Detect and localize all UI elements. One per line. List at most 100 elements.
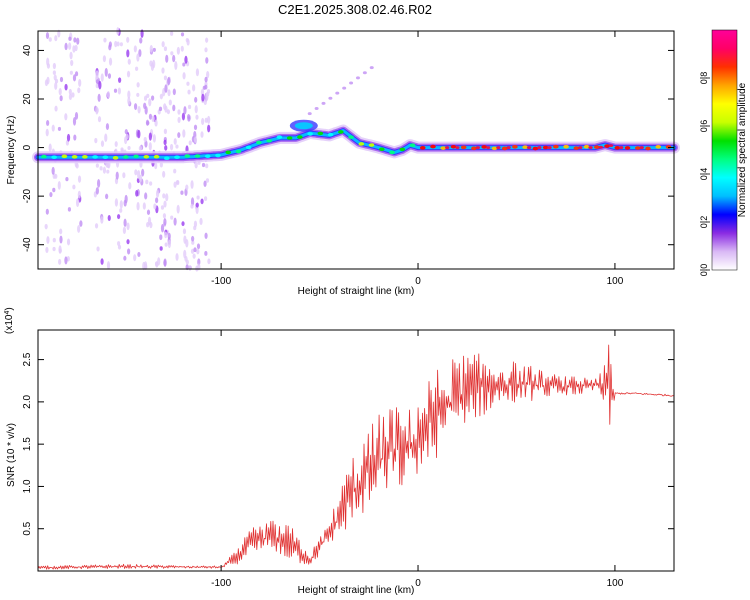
spectrogram-blob [409, 143, 416, 147]
spectrogram-blob [460, 145, 467, 150]
spectrogram-speck [72, 74, 77, 82]
spectrogram-speck [193, 220, 198, 228]
spectrogram-speck [68, 42, 72, 50]
spectrogram-xlabel: Height of straight line (km) [298, 286, 415, 297]
spectrogram-blob [389, 150, 395, 155]
spectrogram-speck [99, 166, 103, 171]
spectrogram-speck [119, 200, 123, 209]
spectrogram-speck [54, 82, 58, 90]
spectrogram-speck [145, 119, 150, 126]
spectrogram-hot-blob [547, 146, 552, 149]
spectrogram-ytick-label: -40 [22, 237, 33, 252]
spectrogram-streak-dot [307, 112, 312, 116]
spectrogram-ylabel: Frequency (Hz) [6, 116, 17, 185]
spectrogram-speck [48, 37, 52, 42]
spectrogram-speck [48, 143, 52, 152]
spectrogram-blob [41, 154, 47, 159]
spectrogram-speck [59, 76, 64, 83]
spectrogram-speck [151, 95, 155, 101]
spectrogram-speck [136, 82, 140, 88]
spectrogram-speck [134, 66, 139, 71]
spectrogram-blob [235, 149, 242, 154]
spectrogram-speck [100, 73, 104, 82]
spectrogram-speck [98, 80, 102, 90]
spectrogram-blob [542, 145, 549, 150]
spectrogram-speck [183, 106, 187, 115]
spectrogram-speck [192, 84, 196, 92]
spectrogram-speck [106, 261, 111, 270]
spectrogram-speck [74, 71, 79, 77]
spectrogram-speck [196, 248, 200, 255]
spectrogram-speck [126, 222, 130, 231]
spectrogram-speck [68, 93, 73, 100]
spectrogram-blob [286, 136, 293, 140]
spectrogram-speck [177, 109, 181, 115]
snr-multiplier: (x104) [4, 307, 16, 334]
spectrogram-speck [105, 123, 110, 130]
spectrogram-blob [184, 154, 191, 158]
spectrogram-speck [149, 60, 153, 67]
spectrogram-speck [186, 81, 190, 86]
spectrogram-speck [52, 70, 56, 75]
spectrogram-hot-blob [485, 146, 491, 149]
spectrogram-speck [72, 184, 76, 190]
spectrogram-streak-dot [321, 101, 326, 105]
spectrogram-hot-blob [506, 146, 511, 149]
spectrogram-speck [172, 104, 176, 112]
spectrogram-blob [112, 156, 119, 160]
spectrogram-ytick-label: 0 [22, 144, 33, 150]
spectrogram-blob [194, 154, 201, 158]
spectrogram-speck [100, 140, 105, 147]
spectrogram-blob [522, 145, 528, 149]
spectrogram-speck [155, 261, 159, 268]
spectrogram-speck [136, 202, 140, 211]
spectrogram-streak-dot [362, 71, 367, 75]
spectrogram-speck [176, 204, 180, 214]
spectrogram-panel: -100 0 100 -40 -20 0 20 40 Height of straight l… [6, 27, 680, 297]
spectrogram-speck [167, 239, 172, 249]
spectrogram-blob [215, 153, 221, 158]
spectrogram-speck [117, 244, 122, 250]
spectrogram-blob [358, 142, 365, 146]
spectrogram-speck [58, 248, 62, 253]
spectrogram-hot-blob [588, 146, 593, 149]
spectrogram-blob [471, 146, 477, 151]
spectrogram-speck [162, 213, 167, 219]
spectrogram-blob [276, 135, 283, 139]
spectrogram-speck [163, 75, 168, 81]
spectrogram-speck [94, 137, 98, 144]
spectrogram-speck [166, 109, 171, 115]
spectrogram-blob [82, 154, 88, 159]
spectrogram-speck [167, 89, 171, 97]
spectrogram-speck [75, 163, 79, 169]
spectrogram-speck [160, 224, 165, 233]
spectrogram-speck [100, 216, 104, 224]
spectrogram-speck [123, 218, 127, 227]
spectrogram-speck [106, 169, 110, 174]
spectrogram-speck [195, 202, 199, 208]
spectrogram-blob [604, 144, 610, 148]
spectrogram-streak-dot [335, 91, 340, 95]
spectrogram-speck [148, 113, 153, 120]
spectrogram-speck [149, 181, 153, 186]
spectrogram-speck [124, 194, 128, 204]
spectrogram-blob [297, 135, 303, 139]
spectrogram-speck [114, 198, 119, 207]
spectrogram-blob [266, 139, 272, 143]
spectrogram-speck [45, 246, 49, 254]
spectrogram-speck [95, 70, 99, 80]
spectrogram-speck [180, 190, 184, 195]
spectrogram-speck [192, 253, 196, 259]
spectrogram-speck [163, 218, 167, 226]
spectrogram-speck [119, 208, 123, 213]
spectrogram-speck [77, 225, 81, 233]
spectrogram-speck [54, 173, 58, 179]
spectrogram-speck [137, 169, 141, 179]
spectrogram-speck [67, 207, 72, 212]
spectrogram-speck [185, 259, 189, 265]
spectrogram-speck [170, 31, 174, 36]
spectrogram-speck [207, 124, 211, 133]
spectrogram-bump-core [294, 122, 313, 130]
spectrogram-speck [164, 242, 168, 247]
spectrogram-speck [105, 193, 109, 200]
